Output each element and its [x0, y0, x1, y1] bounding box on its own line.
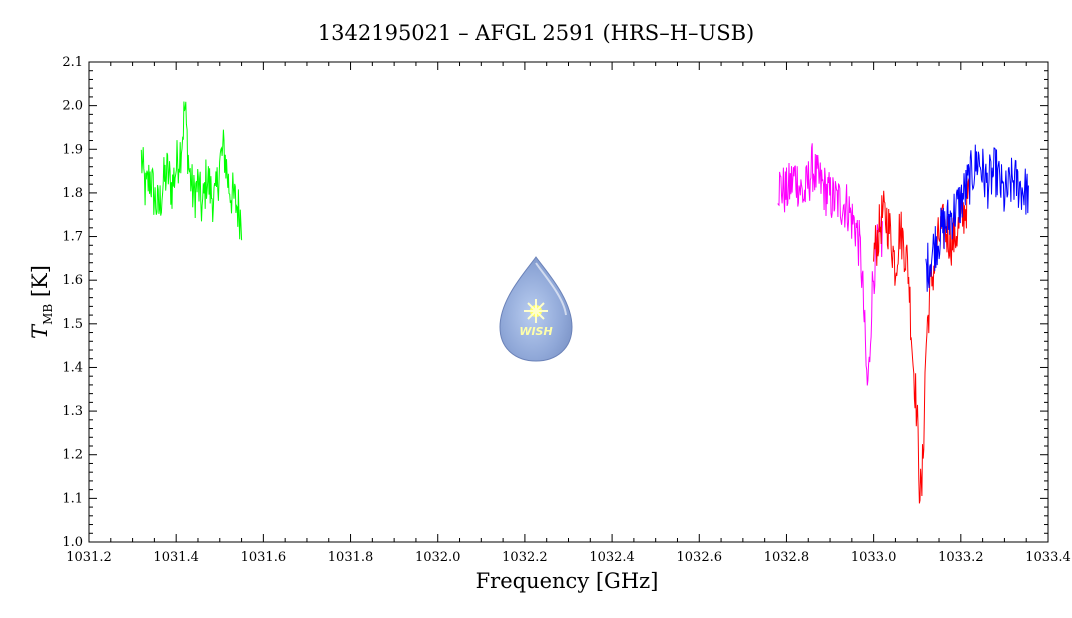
svg-text:TMB [K]: TMB [K]: [28, 265, 55, 339]
x-tick-label: 1033.4: [1025, 550, 1071, 565]
y-tick-label: 2.0: [62, 99, 83, 114]
logo-text: WISH: [519, 325, 552, 338]
y-tick-label: 1.4: [62, 360, 83, 375]
y-tick-label: 1.6: [62, 273, 83, 288]
x-tick-label: 1032.0: [415, 550, 461, 565]
chart-title: 1342195021 – AFGL 2591 (HRS–H–USB): [318, 21, 754, 45]
x-axis-label: Frequency [GHz]: [476, 569, 659, 593]
x-tick-label: 1031.2: [66, 550, 112, 565]
series-line-3: [925, 144, 1029, 292]
wish-logo: WISH: [499, 256, 573, 362]
y-tick-label: 1.3: [62, 404, 83, 419]
y-tick-label: 2.1: [62, 55, 83, 70]
series-group: [140, 101, 1029, 504]
y-tick-label: 1.0: [62, 535, 83, 550]
x-tick-label: 1032.8: [764, 550, 810, 565]
y-axis-symbol: T: [28, 323, 52, 339]
y-axis-label: TMB [K]: [28, 265, 55, 339]
y-tick-label: 1.7: [62, 230, 83, 245]
x-tick-label: 1032.2: [502, 550, 548, 565]
x-tick-label: 1033.0: [851, 550, 897, 565]
x-tick-label: 1031.6: [241, 550, 287, 565]
series-line-1: [777, 143, 883, 386]
y-tick-label: 1.1: [62, 491, 83, 506]
y-tick-label: 1.5: [62, 317, 83, 332]
axis-ticks: 1031.2 1031.4 1031.6 1031.8 1032.0 1032.2 1032…: [62, 55, 1070, 565]
x-tick-label: 1032.4: [589, 550, 635, 565]
x-tick-label: 1033.2: [938, 550, 984, 565]
y-axis-unit: [K]: [28, 265, 52, 297]
x-tick-label: 1032.6: [677, 550, 723, 565]
y-axis-subscript: MB: [41, 304, 55, 325]
y-tick-label: 1.2: [62, 448, 83, 463]
series-line-2: [873, 177, 970, 504]
x-tick-label: 1031.8: [328, 550, 374, 565]
series-line-0: [140, 101, 243, 241]
y-tick-label: 1.9: [62, 142, 83, 157]
x-tick-label: 1031.4: [153, 550, 199, 565]
y-tick-label: 1.8: [62, 186, 83, 201]
plot-frame: [88, 61, 1049, 543]
